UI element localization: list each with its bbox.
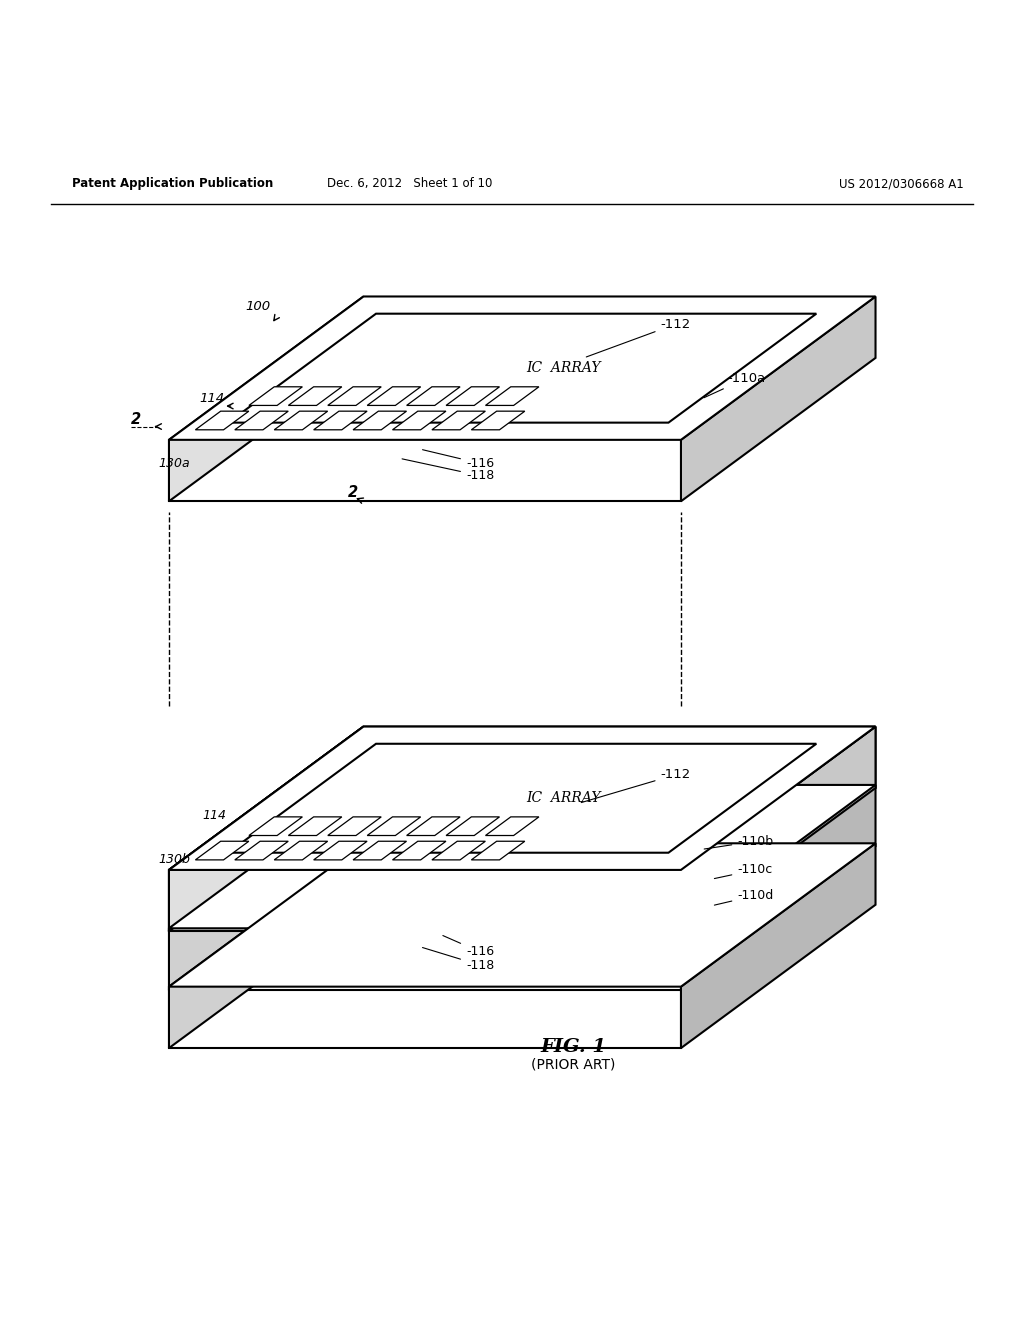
- Text: 2: 2: [131, 412, 141, 428]
- Polygon shape: [392, 411, 446, 430]
- Polygon shape: [432, 841, 485, 859]
- Polygon shape: [353, 841, 407, 859]
- Polygon shape: [289, 387, 342, 405]
- Text: -118: -118: [402, 459, 495, 482]
- Polygon shape: [446, 387, 500, 405]
- Text: -110c: -110c: [715, 863, 772, 879]
- Polygon shape: [169, 843, 876, 986]
- Text: 130a: 130a: [159, 458, 190, 470]
- Polygon shape: [169, 726, 364, 932]
- Polygon shape: [407, 387, 460, 405]
- Polygon shape: [228, 314, 816, 422]
- Polygon shape: [249, 817, 302, 836]
- Polygon shape: [196, 411, 249, 430]
- Text: -116: -116: [442, 936, 494, 958]
- Polygon shape: [432, 411, 485, 430]
- Polygon shape: [407, 817, 460, 836]
- Polygon shape: [681, 726, 876, 932]
- Polygon shape: [274, 841, 328, 859]
- Polygon shape: [681, 785, 876, 990]
- Polygon shape: [392, 841, 446, 859]
- Polygon shape: [485, 817, 539, 836]
- Text: 114: 114: [200, 392, 225, 405]
- Polygon shape: [196, 841, 249, 859]
- Polygon shape: [368, 817, 421, 836]
- Text: -110a: -110a: [703, 372, 765, 397]
- Polygon shape: [169, 297, 876, 440]
- Text: 100: 100: [246, 300, 271, 313]
- Text: 2: 2: [348, 486, 358, 500]
- Text: -112: -112: [582, 768, 691, 803]
- Polygon shape: [169, 843, 364, 1048]
- Text: -110b: -110b: [705, 834, 773, 849]
- Polygon shape: [169, 785, 876, 928]
- Text: Dec. 6, 2012   Sheet 1 of 10: Dec. 6, 2012 Sheet 1 of 10: [327, 177, 493, 190]
- Polygon shape: [328, 817, 381, 836]
- Polygon shape: [471, 411, 525, 430]
- Text: FIG. 1: FIG. 1: [541, 1038, 606, 1056]
- Polygon shape: [169, 785, 364, 990]
- Text: 130b: 130b: [159, 853, 190, 866]
- Polygon shape: [313, 411, 368, 430]
- Polygon shape: [446, 817, 500, 836]
- Polygon shape: [169, 726, 876, 870]
- Polygon shape: [485, 387, 539, 405]
- Text: IC  ARRAY: IC ARRAY: [526, 362, 600, 375]
- Polygon shape: [471, 841, 525, 859]
- Text: Patent Application Publication: Patent Application Publication: [72, 177, 273, 190]
- Polygon shape: [681, 297, 876, 502]
- Polygon shape: [313, 841, 368, 859]
- Polygon shape: [234, 411, 289, 430]
- Text: -116: -116: [423, 450, 494, 470]
- Polygon shape: [234, 841, 289, 859]
- Text: (PRIOR ART): (PRIOR ART): [531, 1057, 615, 1072]
- Polygon shape: [274, 411, 328, 430]
- Polygon shape: [368, 387, 421, 405]
- Polygon shape: [681, 726, 876, 932]
- Polygon shape: [353, 411, 407, 430]
- Text: -118: -118: [423, 948, 495, 972]
- Text: -112: -112: [587, 318, 691, 356]
- Polygon shape: [289, 817, 342, 836]
- Text: US 2012/0306668 A1: US 2012/0306668 A1: [839, 177, 964, 190]
- Text: -110d: -110d: [715, 890, 773, 906]
- Polygon shape: [169, 726, 876, 870]
- Polygon shape: [681, 843, 876, 1048]
- Polygon shape: [169, 297, 364, 502]
- Polygon shape: [228, 743, 816, 853]
- Text: 114: 114: [203, 809, 226, 822]
- Polygon shape: [249, 387, 302, 405]
- Polygon shape: [328, 387, 381, 405]
- Polygon shape: [169, 726, 364, 932]
- Text: IC  ARRAY: IC ARRAY: [526, 791, 600, 805]
